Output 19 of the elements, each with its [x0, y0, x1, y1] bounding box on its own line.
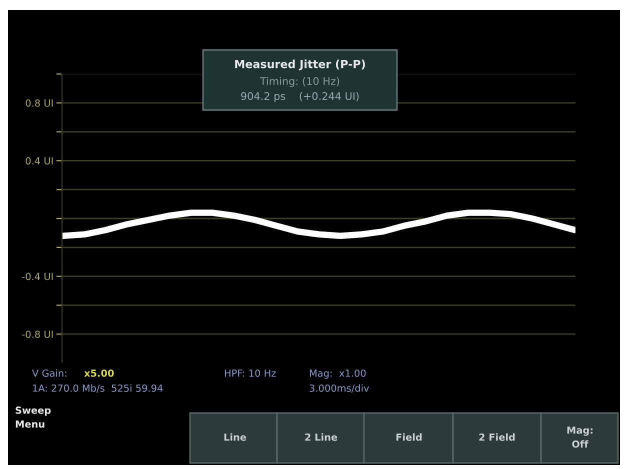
- text: Mag: x1.00: [310, 369, 366, 379]
- text: 3.000ms/div: [310, 384, 369, 393]
- text: x5.00: [84, 369, 114, 377]
- text: Field: [396, 433, 422, 441]
- annotation: Timing: (10 Hz): [260, 76, 340, 88]
- y-tick-label: 0.8 UI: [26, 99, 53, 107]
- text: Measured Jitter (P-P): [235, 60, 365, 70]
- y-tick-label: -0.8 UI: [22, 330, 53, 338]
- text: 2 Field: [479, 433, 515, 441]
- text: Line: [224, 433, 246, 441]
- y-tick-label: 0.4 UI: [26, 157, 53, 165]
- text: 2 Line: [305, 433, 338, 441]
- text: V Gain:: [32, 369, 66, 377]
- annotation: 904.2 ps (+0.244 UI): [241, 92, 359, 102]
- text: Sweep Menu: [16, 406, 51, 428]
- text: HPF: 10 Hz: [224, 369, 276, 377]
- text: Mag: Off: [567, 426, 592, 448]
- text: 1A: 270.0 Mb/s 525i 59.94: [33, 384, 163, 393]
- y-tick-label: -0.4 UI: [22, 272, 53, 280]
